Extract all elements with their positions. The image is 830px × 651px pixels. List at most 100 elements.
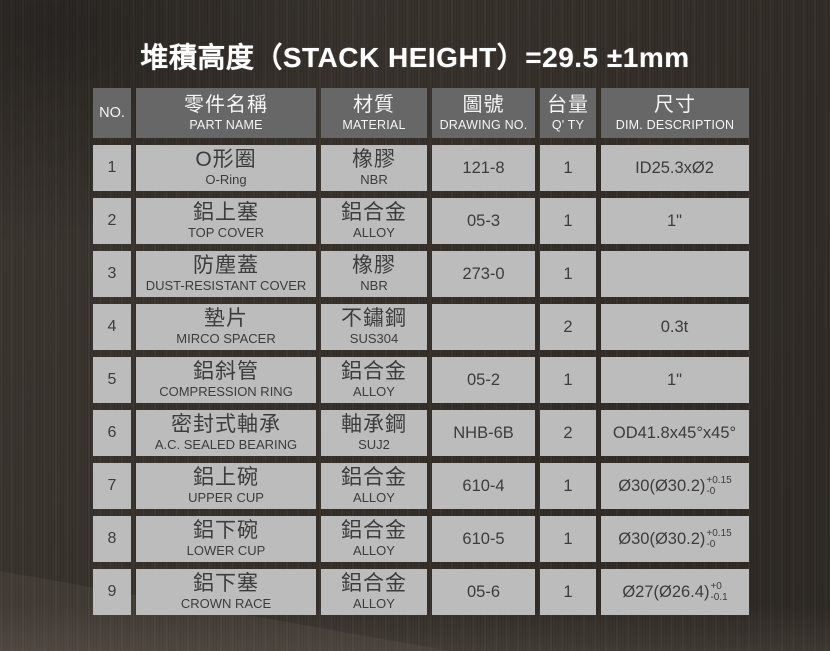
material-en: NBR <box>360 278 388 294</box>
cell-drawing-no: 610-5 <box>432 516 535 562</box>
cell-part-name: 鋁斜管 COMPRESSION RING <box>136 357 316 403</box>
cell-part-name: 鋁下碗 LOWER CUP <box>136 516 316 562</box>
col-header-material: 材質 MATERIAL <box>321 88 427 138</box>
part-name-en: COMPRESSION RING <box>159 384 293 400</box>
header-dim-zh: 尺寸 <box>654 93 696 116</box>
material-zh: 橡膠 <box>352 148 396 172</box>
dim-tolerance-lower: -0 <box>706 539 716 550</box>
cell-qty: 1 <box>540 516 596 562</box>
cell-dim: 1" <box>601 357 749 403</box>
cell-dim: 0.3t <box>601 304 749 350</box>
part-name-en: MIRCO SPACER <box>176 331 276 347</box>
dim-value: 1" <box>666 211 683 230</box>
part-name-zh: 密封式軸承 <box>171 413 281 437</box>
cell-material: 軸承鋼 SUJ2 <box>321 410 427 456</box>
cell-qty: 2 <box>540 410 596 456</box>
dim-tolerance-upper: +0.15 <box>706 474 732 486</box>
part-name-en: TOP COVER <box>187 225 265 241</box>
cell-part-name: 墊片 MIRCO SPACER <box>136 304 316 350</box>
cell-material: 鋁合金 ALLOY <box>321 463 427 509</box>
dim-tolerance-lower: -0 <box>706 486 716 497</box>
cell-dim: OD41.8x45°x45° <box>601 410 749 456</box>
material-en: NBR <box>360 172 388 188</box>
dim-tolerance: +0.15 -0 <box>706 528 731 551</box>
part-name-en: DUST-RESISTANT COVER <box>145 278 307 294</box>
part-name-zh: 墊片 <box>204 307 248 331</box>
header-dim-en: DIM. DESCRIPTION <box>615 117 735 132</box>
header-drawing-zh: 圖號 <box>462 93 505 116</box>
col-header-dim-description: 尺寸 DIM. DESCRIPTION <box>601 88 749 138</box>
table-row: 1 O形圈 O-Ring 橡膠 NBR 121-8 1 ID25.3xØ2 <box>93 145 749 191</box>
cell-dim: Ø30(Ø30.2) +0.15 -0 <box>601 516 749 562</box>
cell-part-name: 密封式軸承 A.C. SEALED BEARING <box>136 410 316 456</box>
dim-tolerance-lower: -0.1 <box>710 592 728 603</box>
material-zh: 不鏽鋼 <box>341 307 407 331</box>
dim-value: ID25.3xØ2 <box>635 158 714 177</box>
table-row: 3 防塵蓋 DUST-RESISTANT COVER 橡膠 NBR 273-0 … <box>93 251 749 297</box>
col-header-drawing-no: 圖號 DRAWING NO. <box>432 88 535 138</box>
cell-part-name: 鋁上塞 TOP COVER <box>136 198 316 244</box>
cell-part-name: 防塵蓋 DUST-RESISTANT COVER <box>136 251 316 297</box>
part-name-zh: 鋁上塞 <box>193 201 259 225</box>
cell-no: 3 <box>93 251 131 297</box>
table-row: 5 鋁斜管 COMPRESSION RING 鋁合金 ALLOY 05-2 1 … <box>93 357 749 403</box>
part-name-zh: 防塵蓋 <box>193 254 259 278</box>
cell-drawing-no: 273-0 <box>432 251 535 297</box>
cell-drawing-no: 05-2 <box>432 357 535 403</box>
header-part-en: PART NAME <box>189 117 263 132</box>
part-name-en: A.C. SEALED BEARING <box>154 437 298 453</box>
cell-drawing-no: 121-8 <box>432 145 535 191</box>
cell-qty: 1 <box>540 145 596 191</box>
header-qty-en: Q' TY <box>551 117 585 132</box>
cell-no: 5 <box>93 357 131 403</box>
material-en: SUJ2 <box>358 437 390 453</box>
dim-value: Ø27(Ø26.4) <box>622 582 710 601</box>
part-name-en: LOWER CUP <box>186 543 266 559</box>
dim-tolerance: +0 -0.1 <box>710 581 727 604</box>
material-en: ALLOY <box>353 596 395 612</box>
part-name-en: UPPER CUP <box>188 490 264 506</box>
table-row: 2 鋁上塞 TOP COVER 鋁合金 ALLOY 05-3 1 1" <box>93 198 749 244</box>
table-header-row: NO. 零件名稱 PART NAME 材質 MATERIAL 圖號 DRAWIN… <box>93 88 749 138</box>
cell-part-name: 鋁上碗 UPPER CUP <box>136 463 316 509</box>
material-en: ALLOY <box>353 543 395 559</box>
cell-no: 4 <box>93 304 131 350</box>
dim-value: Ø30(Ø30.2) <box>618 529 706 548</box>
part-name-en: O-Ring <box>205 172 247 188</box>
cell-dim: Ø30(Ø30.2) +0.15 -0 <box>601 463 749 509</box>
cell-material: 鋁合金 ALLOY <box>321 516 427 562</box>
cell-material: 橡膠 NBR <box>321 145 427 191</box>
cell-qty: 1 <box>540 463 596 509</box>
material-zh: 橡膠 <box>352 254 396 278</box>
dim-value: OD41.8x45°x45° <box>612 423 737 442</box>
material-zh: 鋁合金 <box>341 572 407 596</box>
col-header-qty: 台量 Q' TY <box>540 88 596 138</box>
cell-qty: 1 <box>540 569 596 615</box>
header-drawing-en: DRAWING NO. <box>439 117 528 132</box>
header-material-en: MATERIAL <box>342 117 406 132</box>
cell-material: 鋁合金 ALLOY <box>321 357 427 403</box>
material-zh: 鋁合金 <box>341 519 407 543</box>
table-row: 8 鋁下碗 LOWER CUP 鋁合金 ALLOY 610-5 1 Ø30(Ø3… <box>93 516 749 562</box>
cell-material: 鋁合金 ALLOY <box>321 198 427 244</box>
dim-tolerance-upper: +0.15 <box>706 527 732 539</box>
part-name-zh: 鋁下塞 <box>193 572 259 596</box>
cell-qty: 2 <box>540 304 596 350</box>
cell-drawing-no: NHB-6B <box>432 410 535 456</box>
header-part-zh: 零件名稱 <box>184 93 268 116</box>
part-name-zh: 鋁下碗 <box>193 519 259 543</box>
material-en: ALLOY <box>353 490 395 506</box>
cell-part-name: 鋁下塞 CROWN RACE <box>136 569 316 615</box>
header-material-zh: 材質 <box>353 93 395 116</box>
cell-dim <box>601 251 749 297</box>
cell-no: 7 <box>93 463 131 509</box>
cell-material: 橡膠 NBR <box>321 251 427 297</box>
table-row: 7 鋁上碗 UPPER CUP 鋁合金 ALLOY 610-4 1 Ø30(Ø3… <box>93 463 749 509</box>
cell-dim: Ø27(Ø26.4) +0 -0.1 <box>601 569 749 615</box>
cell-drawing-no <box>432 304 535 350</box>
col-header-no: NO. <box>93 88 131 138</box>
dim-value: 1" <box>666 370 683 389</box>
material-en: ALLOY <box>353 225 395 241</box>
cell-qty: 1 <box>540 357 596 403</box>
